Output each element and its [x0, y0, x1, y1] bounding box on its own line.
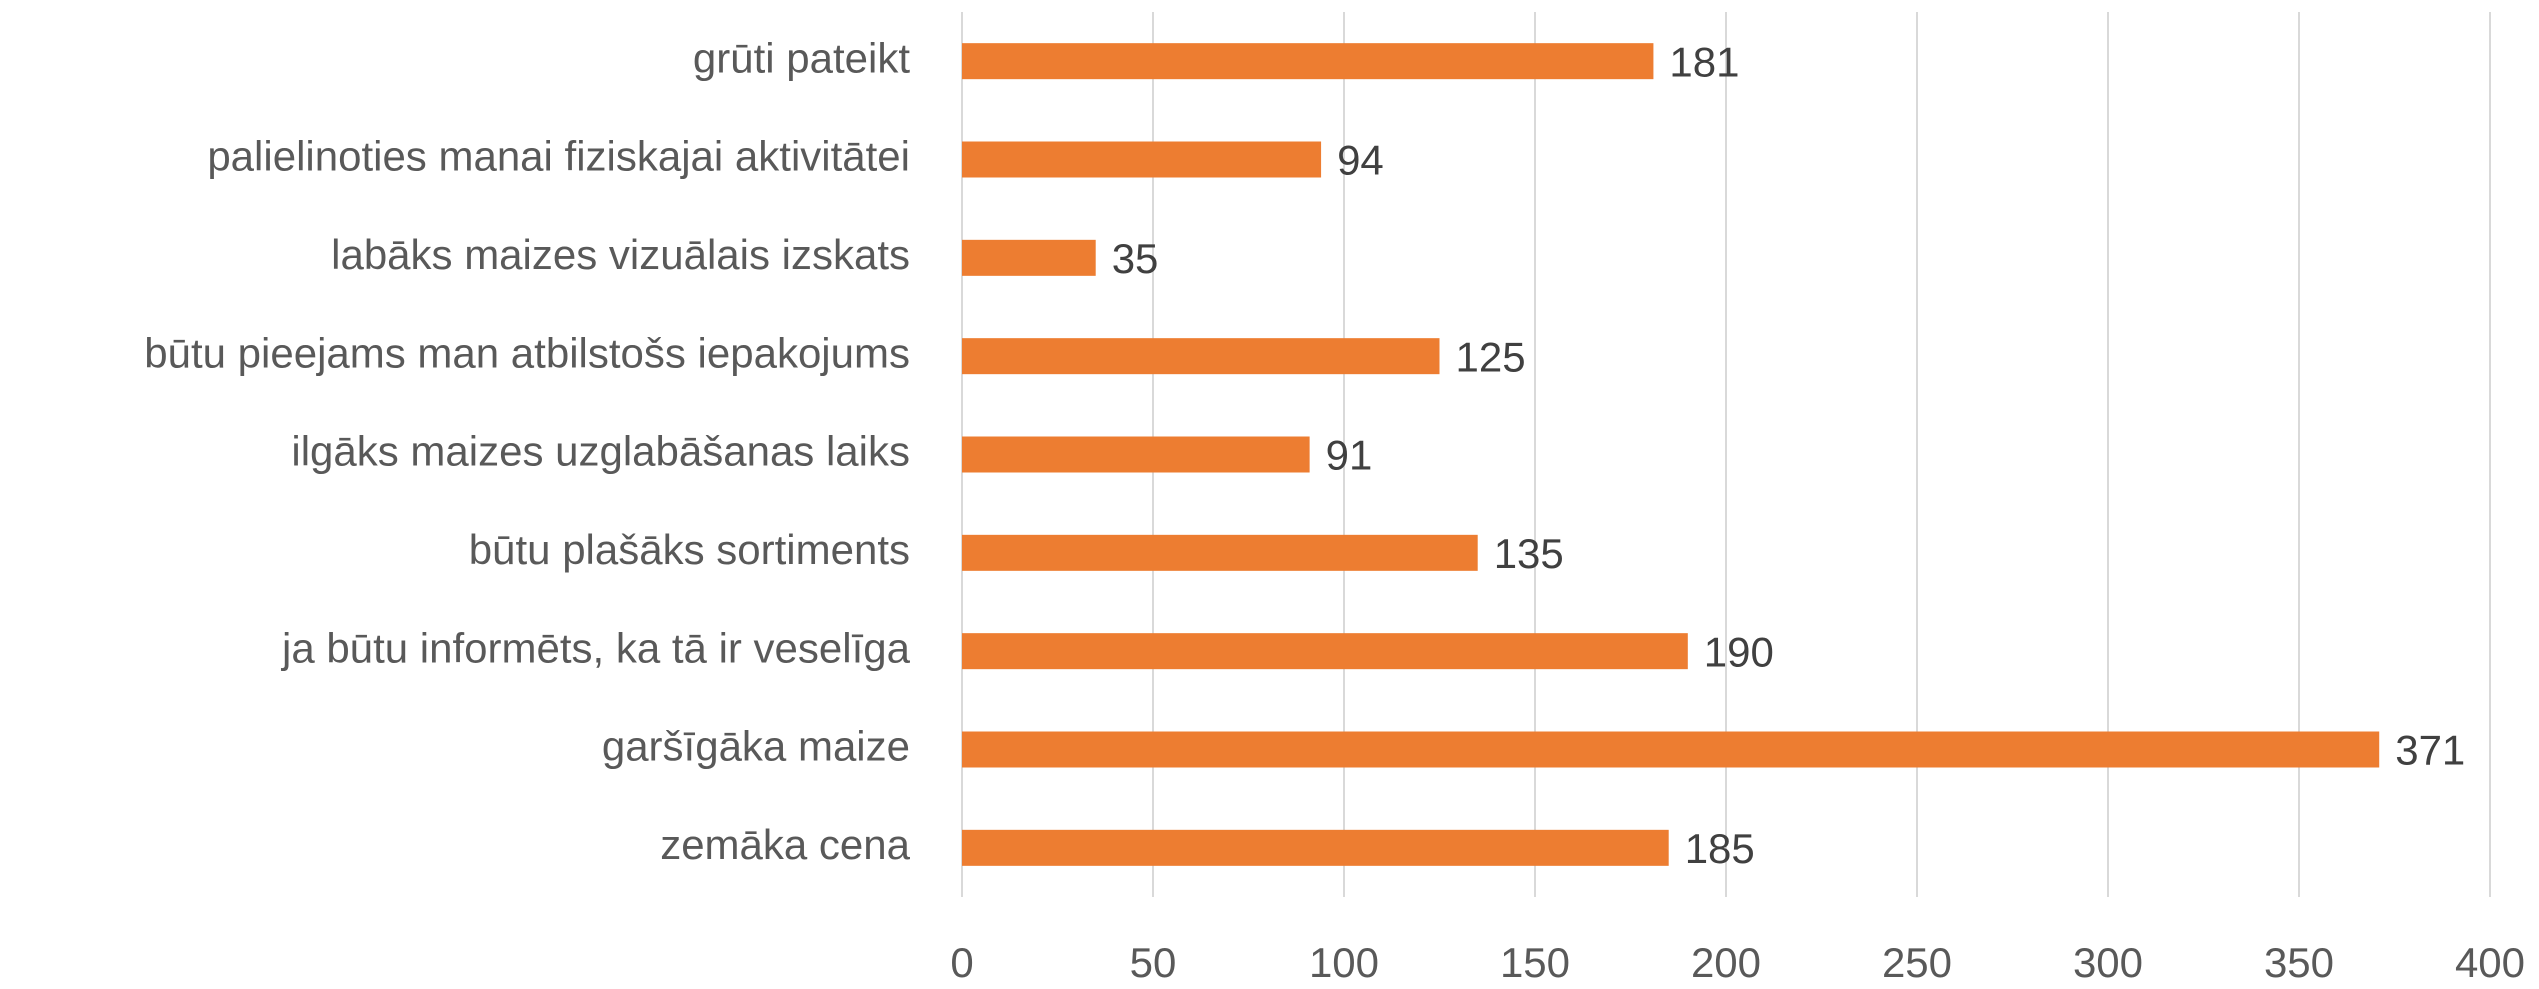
value-label: 181 — [1669, 38, 1739, 85]
bar — [962, 731, 2380, 768]
y-tick-label: būtu pieejams man atbilstošs iepakojums — [144, 329, 910, 376]
y-tick-label: grūti pateikt — [693, 34, 910, 81]
value-label: 190 — [1704, 628, 1774, 675]
x-tick-label: 0 — [950, 939, 973, 986]
bar — [962, 239, 1096, 276]
value-label: 371 — [2395, 727, 2465, 774]
bar — [962, 436, 1310, 473]
bar — [962, 633, 1688, 670]
y-tick-label: ilgāks maizes uzglabāšanas laiks — [291, 428, 910, 475]
y-tick-label: ja būtu informēts, ka tā ir veselīga — [280, 624, 911, 671]
x-tick-label: 350 — [2264, 939, 2334, 986]
x-tick-label: 200 — [1691, 939, 1761, 986]
bar — [962, 43, 1654, 80]
y-tick-label: garšīgāka maize — [602, 723, 910, 770]
value-label: 125 — [1456, 333, 1526, 380]
y-tick-label: būtu plašāks sortiments — [469, 526, 910, 573]
x-tick-label: 100 — [1309, 939, 1379, 986]
value-label: 185 — [1685, 825, 1755, 872]
y-tick-label: palielinoties manai fiziskajai aktivitāt… — [207, 133, 910, 180]
y-tick-label: labāks maizes vizuālais izskats — [331, 231, 910, 278]
x-tick-label: 50 — [1130, 939, 1177, 986]
value-label: 91 — [1326, 432, 1373, 479]
x-tick-label: 400 — [2455, 939, 2525, 986]
bar — [962, 338, 1440, 375]
bar — [962, 141, 1322, 178]
x-tick-label: 300 — [2073, 939, 2143, 986]
value-label: 94 — [1337, 137, 1384, 184]
bar — [962, 829, 1669, 866]
bar — [962, 534, 1478, 571]
x-tick-label: 250 — [1882, 939, 1952, 986]
value-label: 35 — [1112, 235, 1159, 282]
y-tick-label: zemāka cena — [660, 821, 910, 868]
x-tick-label: 150 — [1500, 939, 1570, 986]
value-label: 135 — [1494, 530, 1564, 577]
